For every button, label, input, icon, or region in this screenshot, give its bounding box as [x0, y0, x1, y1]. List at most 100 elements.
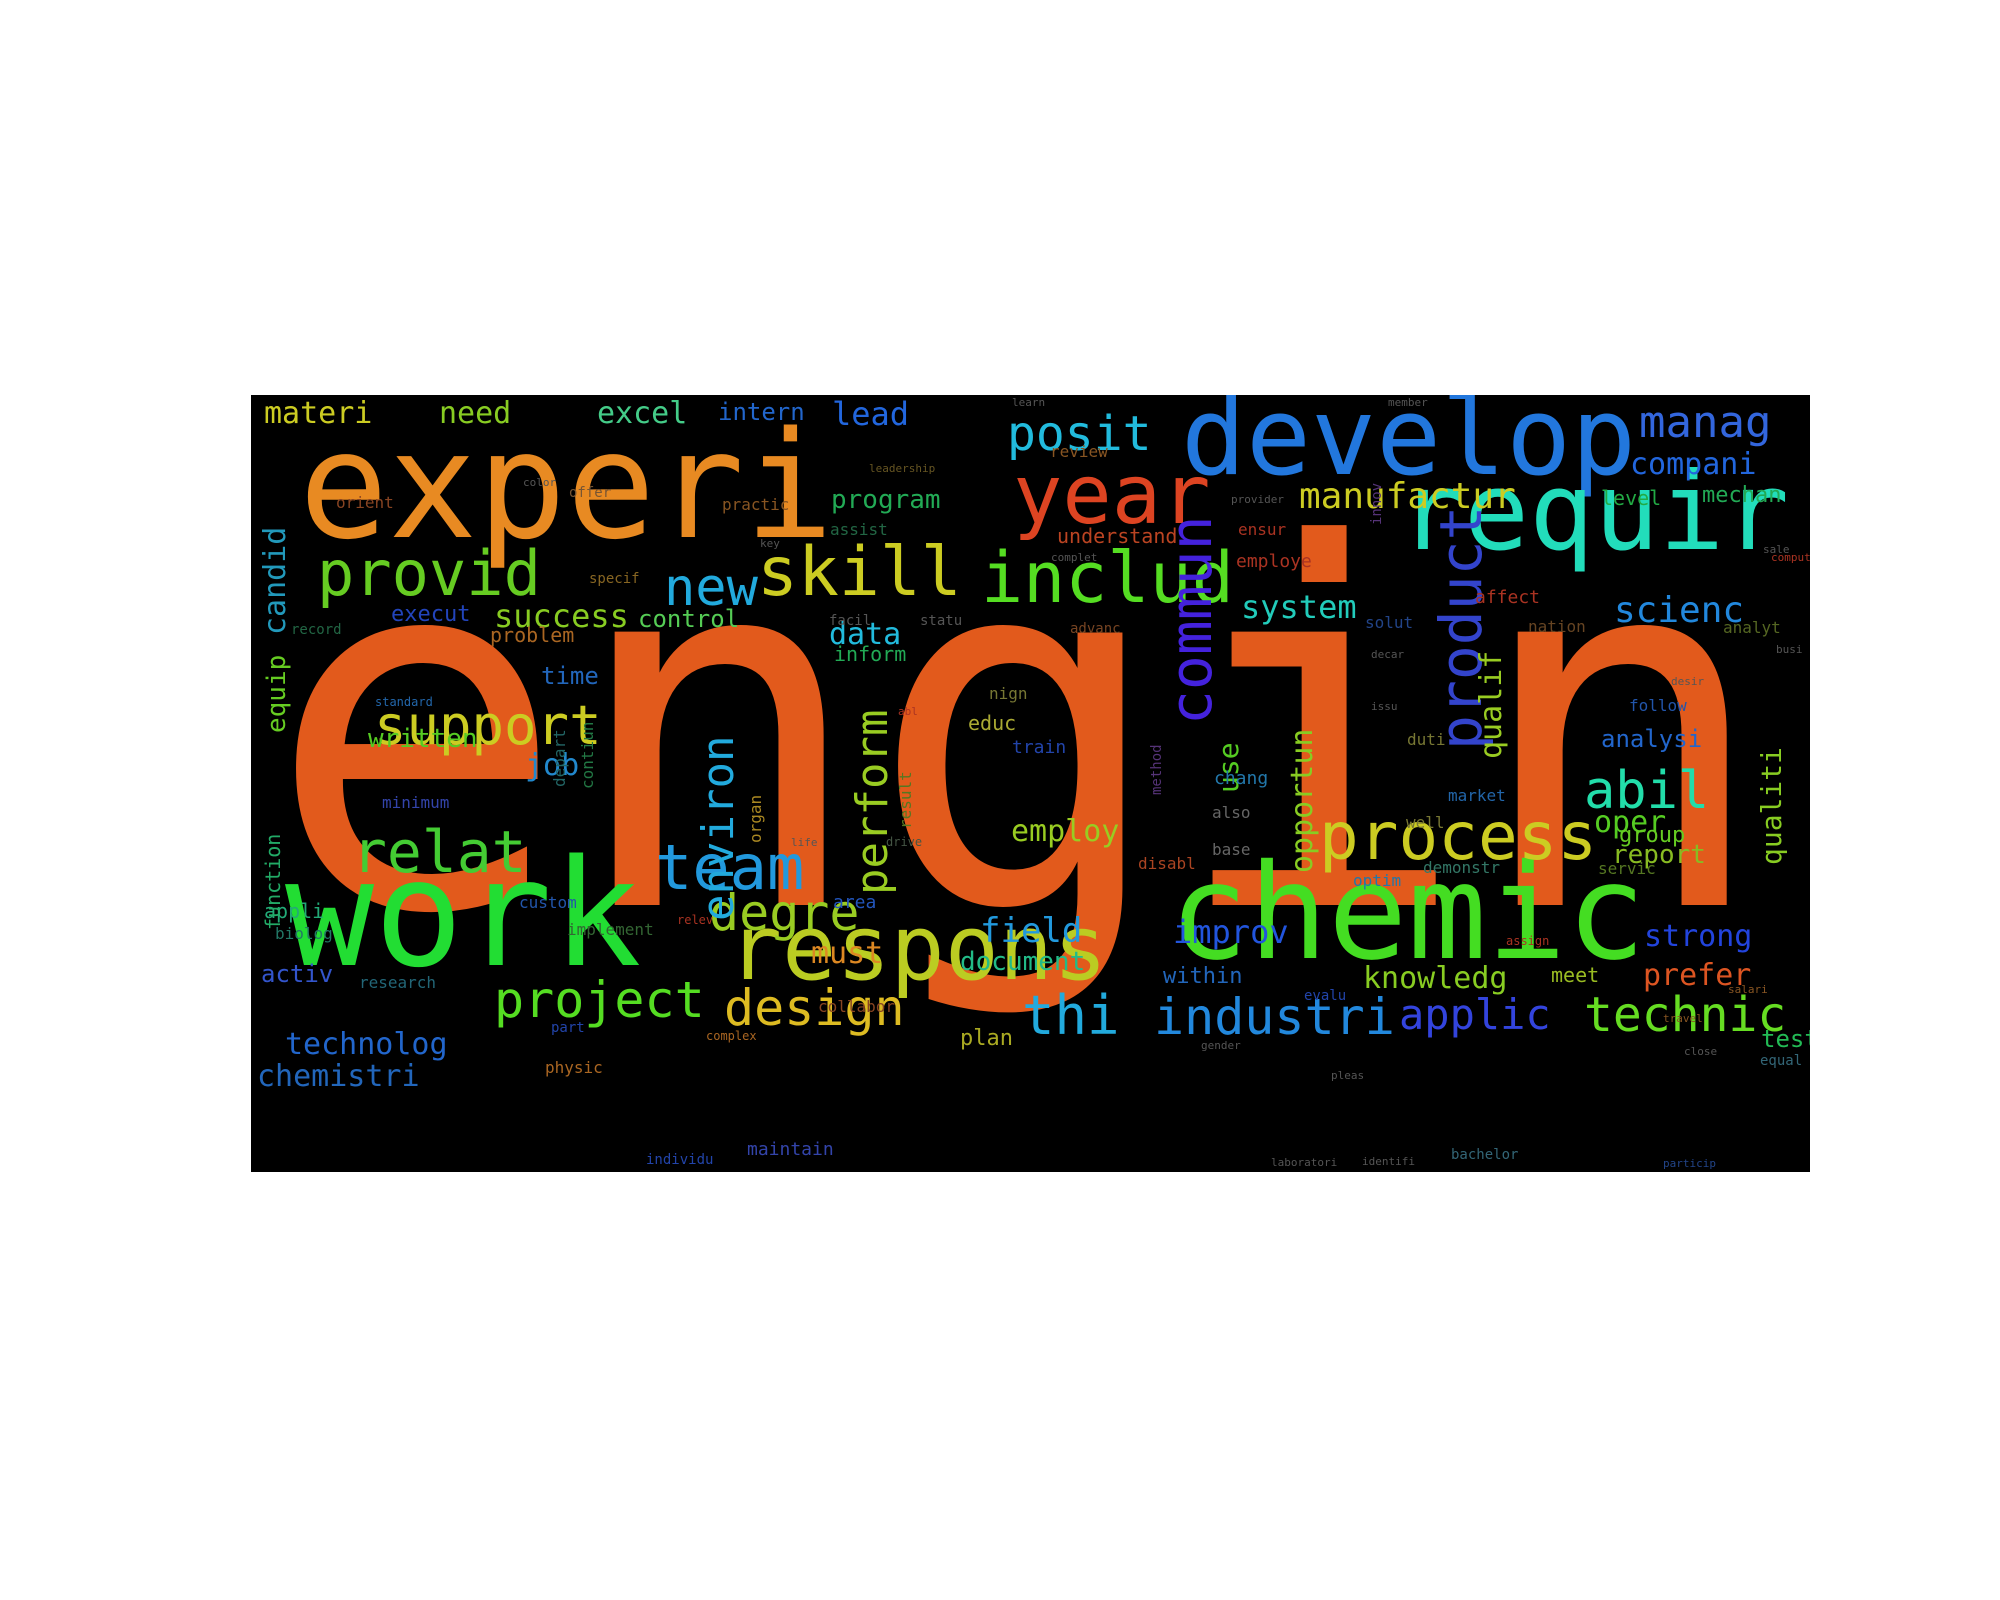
word-activ: activ	[261, 960, 333, 988]
word-drive: drive	[886, 835, 922, 849]
word-nign: nign	[989, 684, 1028, 703]
word-technolog: technolog	[285, 1027, 448, 1062]
word-scienc: scienc	[1614, 590, 1744, 631]
word-innov: innov	[1369, 483, 1385, 525]
word-duti: duti	[1407, 730, 1446, 749]
word-compani: compani	[1630, 447, 1756, 482]
word-demonstr: demonstr	[1423, 858, 1500, 877]
word-result: result	[896, 771, 915, 829]
word-comput: comput	[1771, 551, 1810, 564]
word-decar: decar	[1371, 648, 1404, 661]
word-intern: intern	[718, 398, 805, 426]
word-excel: excel	[597, 396, 687, 431]
word-specif: specif	[589, 571, 640, 587]
word-lead: lead	[832, 395, 909, 433]
word-system: system	[1241, 588, 1357, 626]
word-equal: equal	[1760, 1053, 1802, 1069]
word-chemistri: chemistri	[257, 1059, 420, 1094]
word-employ: employ	[1011, 814, 1119, 849]
word-review: review	[1050, 442, 1108, 461]
word-chemic: chemic	[1169, 836, 1646, 990]
word-record: record	[291, 622, 342, 638]
word-perform: perform	[847, 710, 898, 895]
word-meet: meet	[1551, 963, 1599, 987]
word-inform: inform	[834, 642, 906, 666]
word-color: color	[523, 476, 556, 489]
word-time: time	[541, 662, 599, 690]
word-leadership: leadership	[869, 462, 935, 475]
word-opportun: opportun	[1285, 729, 1320, 874]
word-educ: educ	[968, 711, 1016, 735]
word-respons: respons	[728, 896, 1107, 1001]
word-nation: nation	[1528, 617, 1586, 636]
word-also: also	[1212, 803, 1251, 822]
word-posit: posit	[1007, 406, 1152, 462]
word-qualiti: qualiti	[1755, 747, 1788, 865]
word-evalu: evalu	[1304, 988, 1346, 1004]
word-chang: chang	[1214, 768, 1268, 789]
word-depart: depart	[550, 729, 569, 787]
word-ensur: ensur	[1238, 520, 1287, 539]
word-program: program	[831, 485, 941, 515]
word-member: member	[1388, 396, 1428, 409]
word-complex: complex	[706, 1029, 757, 1043]
word-field: field	[980, 911, 1082, 951]
word-project: project	[494, 971, 705, 1029]
word-market: market	[1448, 786, 1506, 805]
word-close: close	[1684, 1045, 1717, 1058]
word-success: success	[494, 597, 629, 635]
word-prefer: prefer	[1643, 958, 1751, 993]
word-identifi: identifi	[1362, 1155, 1415, 1168]
word-busi: busi	[1776, 643, 1803, 656]
word-physic: physic	[545, 1058, 603, 1077]
word-contiun: contiun	[578, 722, 597, 789]
word-design: design	[724, 979, 905, 1037]
word-must: must	[811, 936, 883, 971]
word-laboratori: laboratori	[1271, 1156, 1337, 1169]
word-salari: salari	[1728, 983, 1768, 996]
word-affect: affect	[1475, 587, 1540, 608]
word-commun: commun	[1157, 515, 1225, 725]
word-execut: execut	[391, 602, 470, 627]
word-area: area	[833, 892, 876, 913]
word-new: new	[664, 558, 759, 618]
word-environ: environ	[693, 736, 744, 921]
word-provider: provider	[1231, 493, 1284, 506]
word-control: control	[638, 605, 739, 633]
word-key: key	[760, 537, 780, 550]
word-oper: oper	[1594, 805, 1666, 840]
word-servic: servic	[1598, 859, 1656, 878]
word-includ: includ	[981, 537, 1234, 619]
word-advanc: advanc	[1070, 621, 1121, 637]
word-understand: understand	[1057, 524, 1177, 548]
word-relat: relat	[352, 818, 527, 886]
word-develop: develop	[1181, 395, 1636, 500]
word-sale: sale	[1763, 543, 1790, 556]
word-standard: standard	[375, 695, 433, 709]
word-facil: facil	[829, 613, 871, 629]
word-optim: optim	[1353, 871, 1401, 890]
word-follow: follow	[1629, 696, 1687, 715]
word-level: level	[1601, 486, 1661, 510]
word-particip: particip	[1663, 1157, 1716, 1170]
word-manag: manag	[1639, 397, 1771, 448]
word-disabl: disabl	[1138, 854, 1196, 873]
word-requir: requir	[1399, 450, 1789, 575]
word-analyt: analyt	[1723, 618, 1781, 637]
word-function: function	[261, 834, 285, 930]
word-written: written	[368, 724, 478, 754]
word-provid: provid	[317, 537, 541, 610]
word-relev: relev	[677, 913, 713, 927]
word-travel: travel	[1663, 1012, 1703, 1025]
word-process: process	[1319, 798, 1597, 875]
word-solut: solut	[1365, 613, 1413, 632]
word-train: train	[1012, 737, 1066, 758]
word-technic: technic	[1584, 987, 1786, 1043]
word-method: method	[1149, 744, 1165, 795]
word-experi: experi	[299, 400, 834, 572]
word-abil: abil	[1584, 761, 1709, 821]
word-offer: offer	[569, 485, 611, 501]
word-biolog: biolog	[275, 924, 333, 943]
word-custom: custom	[519, 893, 577, 912]
word-life: life	[791, 836, 818, 849]
